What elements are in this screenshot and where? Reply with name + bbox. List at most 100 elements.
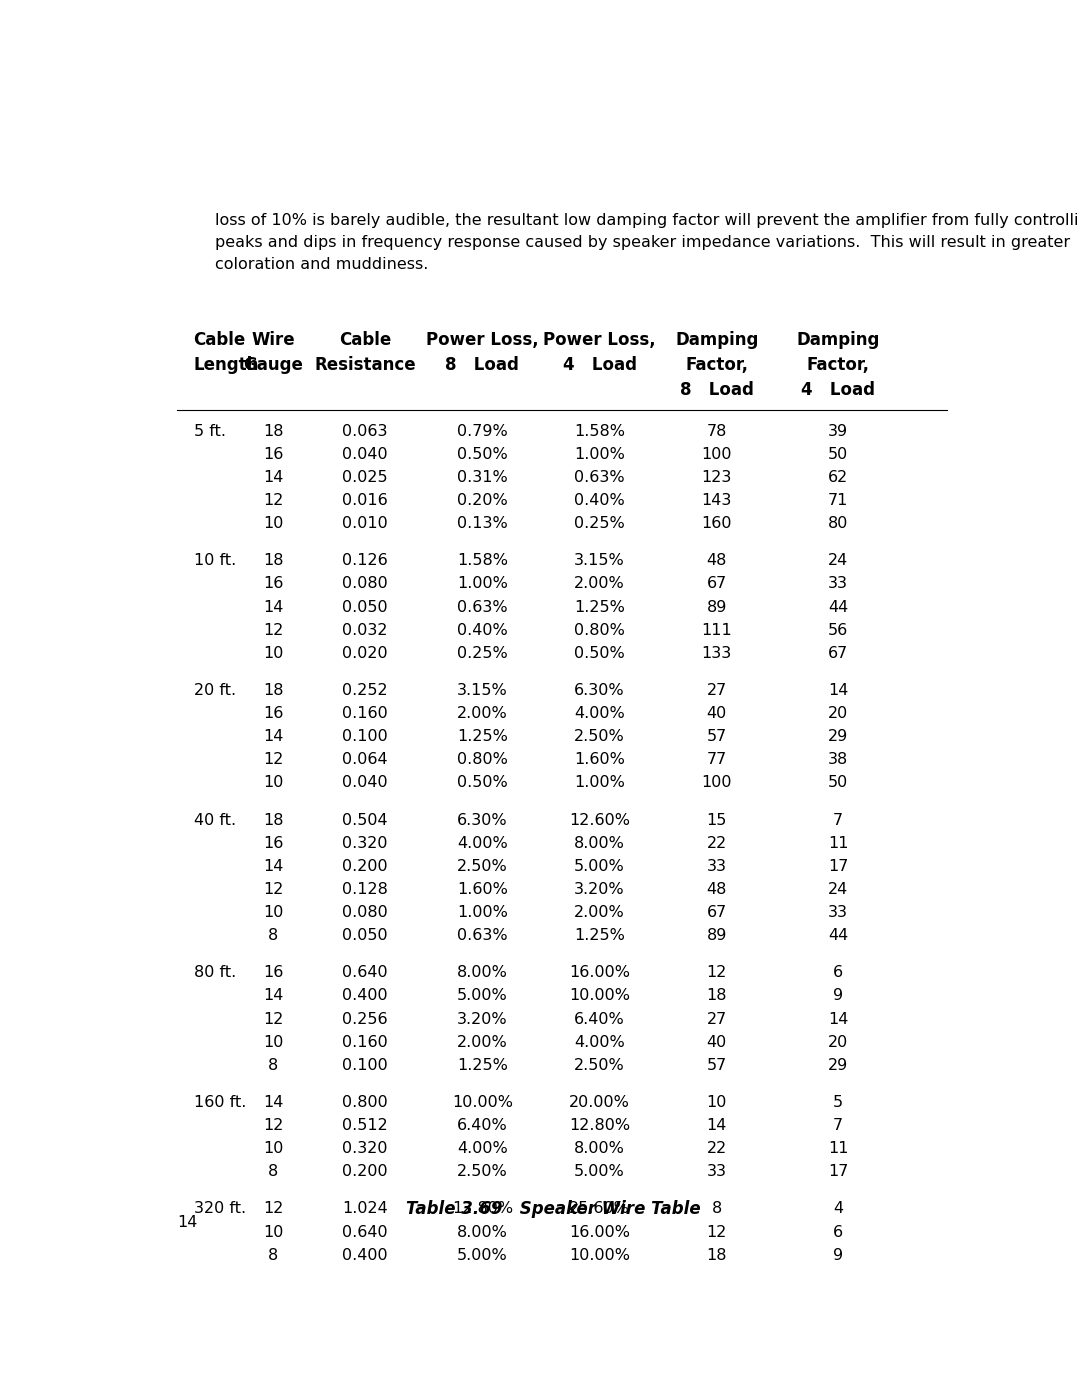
Text: 14: 14: [262, 469, 283, 485]
Text: 0.400: 0.400: [342, 1248, 388, 1263]
Text: 18: 18: [262, 813, 283, 827]
Text: 0.160: 0.160: [342, 705, 388, 721]
Text: 0.025: 0.025: [342, 469, 388, 485]
Text: 1.58%: 1.58%: [575, 423, 625, 439]
Text: 56: 56: [828, 623, 848, 637]
Text: 12: 12: [262, 623, 283, 637]
Text: 33: 33: [706, 859, 727, 873]
Text: 0.40%: 0.40%: [575, 493, 625, 509]
Text: 0.80%: 0.80%: [575, 623, 625, 637]
Text: 0.256: 0.256: [342, 1011, 388, 1027]
Text: 20 ft.: 20 ft.: [193, 683, 235, 698]
Text: 6.40%: 6.40%: [575, 1011, 625, 1027]
Text: 6: 6: [833, 965, 843, 981]
Text: 8.00%: 8.00%: [457, 1225, 508, 1239]
Text: 22: 22: [706, 1141, 727, 1157]
Text: 67: 67: [706, 905, 727, 921]
Text: 1.58%: 1.58%: [457, 553, 508, 569]
Text: 80: 80: [828, 515, 848, 531]
Text: 0.800: 0.800: [342, 1095, 388, 1109]
Text: 6.30%: 6.30%: [575, 683, 625, 698]
Text: 1.00%: 1.00%: [457, 905, 508, 921]
Text: Damping: Damping: [675, 331, 758, 349]
Text: 0.50%: 0.50%: [457, 775, 508, 791]
Text: 22: 22: [706, 835, 727, 851]
Text: 2.00%: 2.00%: [457, 705, 508, 721]
Text: 2.00%: 2.00%: [575, 905, 625, 921]
Text: 44: 44: [828, 928, 848, 943]
Text: 1.25%: 1.25%: [575, 928, 625, 943]
Text: 10: 10: [262, 905, 283, 921]
Text: 27: 27: [706, 1011, 727, 1027]
Text: 10.00%: 10.00%: [451, 1095, 513, 1109]
Text: 4   Load: 4 Load: [801, 380, 875, 398]
Text: 0.016: 0.016: [342, 493, 388, 509]
Text: 11: 11: [828, 835, 848, 851]
Text: 8.00%: 8.00%: [457, 965, 508, 981]
Text: 12: 12: [262, 1011, 283, 1027]
Text: Power Loss,: Power Loss,: [543, 331, 656, 349]
Text: loss of 10% is barely audible, the resultant low damping factor will prevent the: loss of 10% is barely audible, the resul…: [215, 212, 1080, 272]
Text: 33: 33: [828, 905, 848, 921]
Text: Damping: Damping: [796, 331, 880, 349]
Text: 50: 50: [828, 775, 848, 791]
Text: 0.512: 0.512: [342, 1118, 388, 1133]
Text: 0.128: 0.128: [342, 882, 388, 897]
Text: 12: 12: [706, 1225, 727, 1239]
Text: 1.00%: 1.00%: [457, 577, 508, 591]
Text: 4.00%: 4.00%: [457, 835, 508, 851]
Text: 0.064: 0.064: [342, 752, 388, 767]
Text: Cable: Cable: [193, 331, 246, 349]
Text: 29: 29: [828, 729, 848, 745]
Text: 9: 9: [833, 989, 843, 1003]
Text: 5.00%: 5.00%: [457, 989, 508, 1003]
Text: 62: 62: [828, 469, 848, 485]
Text: 12.60%: 12.60%: [569, 813, 630, 827]
Text: 10.00%: 10.00%: [569, 1248, 630, 1263]
Text: 143: 143: [702, 493, 732, 509]
Text: 0.40%: 0.40%: [457, 623, 508, 637]
Text: 16: 16: [262, 577, 283, 591]
Text: 2.00%: 2.00%: [575, 577, 625, 591]
Text: 8   Load: 8 Load: [445, 356, 519, 374]
Text: 14: 14: [262, 989, 283, 1003]
Text: 2.50%: 2.50%: [575, 729, 625, 745]
Text: 48: 48: [706, 882, 727, 897]
Text: 12: 12: [262, 1118, 283, 1133]
Text: 80 ft.: 80 ft.: [193, 965, 235, 981]
Text: 9: 9: [833, 1248, 843, 1263]
Text: 3.15%: 3.15%: [457, 683, 508, 698]
Text: 14: 14: [828, 1011, 848, 1027]
Text: 160: 160: [702, 515, 732, 531]
Text: 4.00%: 4.00%: [575, 1035, 625, 1049]
Text: 0.100: 0.100: [342, 1058, 388, 1073]
Text: 38: 38: [828, 752, 848, 767]
Text: 160 ft.: 160 ft.: [193, 1095, 246, 1109]
Text: 1.25%: 1.25%: [457, 729, 508, 745]
Text: 3.20%: 3.20%: [457, 1011, 508, 1027]
Text: 5 ft.: 5 ft.: [193, 423, 226, 439]
Text: 1.00%: 1.00%: [575, 775, 625, 791]
Text: 50: 50: [828, 447, 848, 462]
Text: 1.60%: 1.60%: [575, 752, 625, 767]
Text: 20.00%: 20.00%: [569, 1095, 630, 1109]
Text: 0.200: 0.200: [342, 1164, 388, 1179]
Text: 14: 14: [262, 859, 283, 873]
Text: 5.00%: 5.00%: [575, 859, 625, 873]
Text: Resistance: Resistance: [314, 356, 416, 374]
Text: 0.040: 0.040: [342, 775, 388, 791]
Text: 10: 10: [262, 515, 283, 531]
Text: 2.50%: 2.50%: [457, 1164, 508, 1179]
Text: 0.640: 0.640: [342, 965, 388, 981]
Text: 2.50%: 2.50%: [457, 859, 508, 873]
Text: 0.320: 0.320: [342, 1141, 388, 1157]
Text: 0.050: 0.050: [342, 599, 388, 615]
Text: 10: 10: [262, 645, 283, 661]
Text: 33: 33: [828, 577, 848, 591]
Text: 18: 18: [262, 683, 283, 698]
Text: 14: 14: [828, 683, 848, 698]
Text: 8.00%: 8.00%: [575, 1141, 625, 1157]
Text: 123: 123: [702, 469, 732, 485]
Text: 0.80%: 0.80%: [457, 752, 508, 767]
Text: Cable: Cable: [339, 331, 391, 349]
